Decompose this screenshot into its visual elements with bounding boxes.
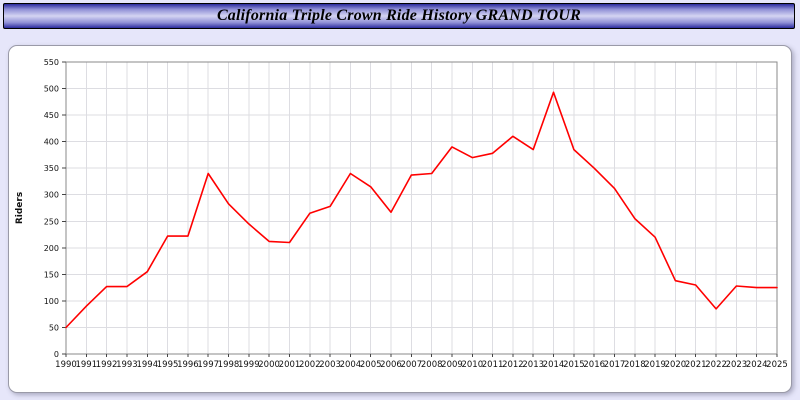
svg-text:2013: 2013	[522, 360, 544, 370]
svg-text:1998: 1998	[218, 360, 240, 370]
svg-text:2025: 2025	[766, 360, 788, 370]
svg-text:2009: 2009	[441, 360, 463, 370]
riders-series-line	[65, 91, 778, 329]
svg-text:2003: 2003	[319, 360, 341, 370]
svg-text:2005: 2005	[360, 360, 382, 370]
svg-text:2012: 2012	[502, 360, 524, 370]
svg-text:450: 450	[44, 111, 59, 120]
svg-text:1999: 1999	[238, 360, 260, 370]
riders-line-chart: 1990199119921993199419951996199719981999…	[15, 58, 788, 370]
svg-text:1990: 1990	[55, 360, 77, 370]
svg-text:0: 0	[54, 350, 59, 359]
svg-text:2024: 2024	[746, 360, 768, 370]
svg-text:2019: 2019	[644, 360, 666, 370]
svg-text:2001: 2001	[279, 360, 301, 370]
svg-text:2023: 2023	[726, 360, 748, 370]
gridlines	[65, 61, 778, 355]
y-axis-title: Riders	[15, 192, 25, 224]
svg-text:550: 550	[44, 58, 59, 67]
svg-text:2008: 2008	[421, 360, 443, 370]
svg-text:2007: 2007	[400, 360, 422, 370]
svg-text:1995: 1995	[157, 360, 179, 370]
svg-text:200: 200	[44, 244, 59, 253]
svg-text:1992: 1992	[96, 360, 118, 370]
svg-text:1996: 1996	[177, 360, 199, 370]
svg-text:1994: 1994	[136, 360, 158, 370]
title-bar: California Triple Crown Ride History GRA…	[3, 3, 795, 29]
svg-text:2021: 2021	[685, 360, 707, 370]
chart-title: California Triple Crown Ride History GRA…	[216, 7, 582, 24]
svg-text:2002: 2002	[299, 360, 321, 370]
svg-text:1993: 1993	[116, 360, 138, 370]
svg-text:100: 100	[44, 297, 59, 306]
svg-text:500: 500	[44, 85, 59, 94]
svg-text:250: 250	[44, 217, 59, 226]
svg-text:150: 150	[44, 270, 59, 279]
svg-text:2022: 2022	[705, 360, 727, 370]
axis-ticks	[62, 61, 778, 357]
svg-text:2011: 2011	[482, 360, 504, 370]
svg-text:2000: 2000	[258, 360, 280, 370]
svg-text:2016: 2016	[583, 360, 605, 370]
svg-text:2015: 2015	[563, 360, 585, 370]
svg-text:2014: 2014	[543, 360, 565, 370]
svg-text:2020: 2020	[665, 360, 687, 370]
axis-tick-labels: 1990199119921993199419951996199719981999…	[44, 58, 788, 370]
svg-text:2006: 2006	[380, 360, 402, 370]
svg-text:300: 300	[44, 191, 59, 200]
plot-border	[65, 61, 778, 355]
svg-text:1991: 1991	[75, 360, 97, 370]
svg-text:350: 350	[44, 164, 59, 173]
svg-text:400: 400	[44, 138, 59, 147]
svg-text:1997: 1997	[197, 360, 219, 370]
svg-text:2017: 2017	[604, 360, 626, 370]
svg-text:2010: 2010	[461, 360, 483, 370]
chart-card: 1990 1991 1992 1993 1994 1995 1996 1997 1998 1999…	[8, 45, 792, 393]
svg-text:2004: 2004	[340, 360, 362, 370]
svg-text:50: 50	[49, 324, 59, 333]
svg-text:2018: 2018	[624, 360, 646, 370]
